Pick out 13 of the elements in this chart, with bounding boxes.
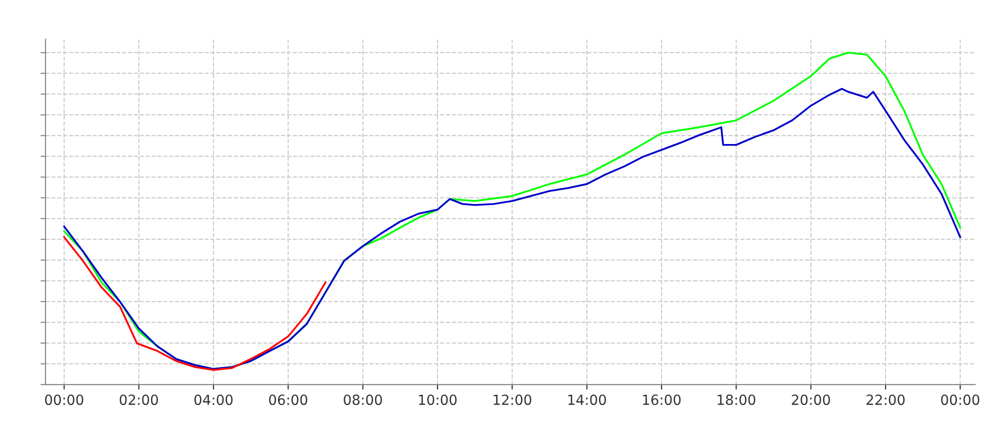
x-tick-label: 00:00 <box>941 394 980 406</box>
x-tick-label: 22:00 <box>866 394 905 406</box>
x-tick-label: 06:00 <box>269 394 308 406</box>
x-tick-label: 20:00 <box>792 394 830 406</box>
x-tick-label: 02:00 <box>120 394 158 406</box>
x-tick-label: 08:00 <box>344 394 382 406</box>
x-tick-label: 18:00 <box>718 394 756 406</box>
x-tick-label: 16:00 <box>643 394 681 406</box>
x-tick-label: 14:00 <box>568 394 606 406</box>
x-tick-label: 10:00 <box>419 394 457 406</box>
x-tick-label: 00:00 <box>45 394 84 406</box>
x-tick-label: 12:00 <box>494 394 532 406</box>
x-tick-label: 04:00 <box>194 394 233 406</box>
